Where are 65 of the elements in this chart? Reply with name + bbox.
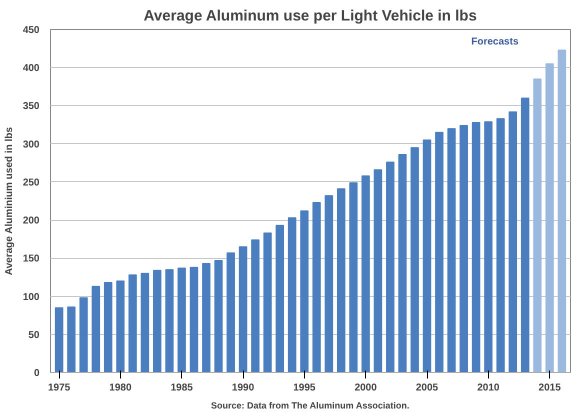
bar (374, 169, 382, 372)
bar (276, 224, 284, 372)
bar (472, 122, 480, 372)
bar (300, 210, 309, 372)
bar (398, 154, 407, 372)
bar (336, 188, 346, 372)
y-tick-label: 150 (22, 254, 40, 265)
y-tick-label: 200 (22, 216, 40, 227)
bar (447, 128, 456, 372)
bar (116, 280, 125, 372)
bar (558, 50, 566, 372)
bar (386, 162, 394, 372)
y-tick-label: 350 (22, 101, 40, 112)
y-tick-label: 400 (22, 63, 40, 74)
bar (226, 252, 235, 372)
x-tick-label: 1980 (109, 382, 132, 394)
bar (362, 175, 370, 372)
bar (263, 232, 272, 372)
bar (460, 125, 468, 372)
y-tick-label: 450 (22, 25, 40, 36)
bar (496, 118, 505, 372)
bar (312, 202, 321, 372)
annotation: Forecasts (471, 36, 519, 48)
bar (410, 147, 419, 372)
x-tick-label: 2005 (416, 382, 439, 394)
bar (214, 260, 223, 372)
x-tick-label: 1995 (293, 382, 316, 394)
bar (288, 217, 296, 372)
bar (484, 121, 493, 372)
y-tick-label: 300 (22, 139, 40, 150)
y-tick-label: 100 (22, 292, 40, 303)
bar (545, 63, 554, 372)
bar (79, 297, 88, 372)
x-tick-label: 2000 (354, 382, 378, 394)
x-tick-label: 1975 (48, 382, 71, 394)
bar (324, 195, 334, 372)
x-tick-label: 2015 (538, 382, 562, 394)
y-tick-label: 50 (28, 330, 40, 341)
x-tick-label: 1985 (170, 382, 194, 394)
bar (202, 263, 210, 372)
source-note: Source: Data from The Aluminum Association. (210, 400, 410, 410)
y-axis-title: Average Aluminium used in lbs (4, 126, 15, 276)
bar (92, 286, 100, 372)
bar (178, 268, 186, 372)
bar (349, 182, 358, 372)
bar (165, 269, 174, 372)
bar (533, 78, 542, 372)
bar (104, 282, 112, 372)
bar (508, 111, 518, 372)
bar (140, 272, 150, 372)
y-tick-label: 0 (34, 368, 40, 379)
x-tick-label: 1990 (232, 382, 255, 394)
bar (190, 266, 198, 372)
chart-title: Average Aluminum use per Light Vehicle in lbs (144, 8, 477, 24)
x-tick-label: 2010 (477, 382, 500, 394)
bar (238, 246, 248, 372)
bar (435, 132, 444, 372)
bar (520, 98, 530, 372)
bar (54, 307, 64, 372)
bar (67, 306, 76, 372)
bar (422, 140, 432, 372)
bar (128, 274, 137, 372)
bar (251, 239, 260, 372)
y-tick-label: 250 (22, 177, 40, 188)
bar (153, 270, 162, 372)
